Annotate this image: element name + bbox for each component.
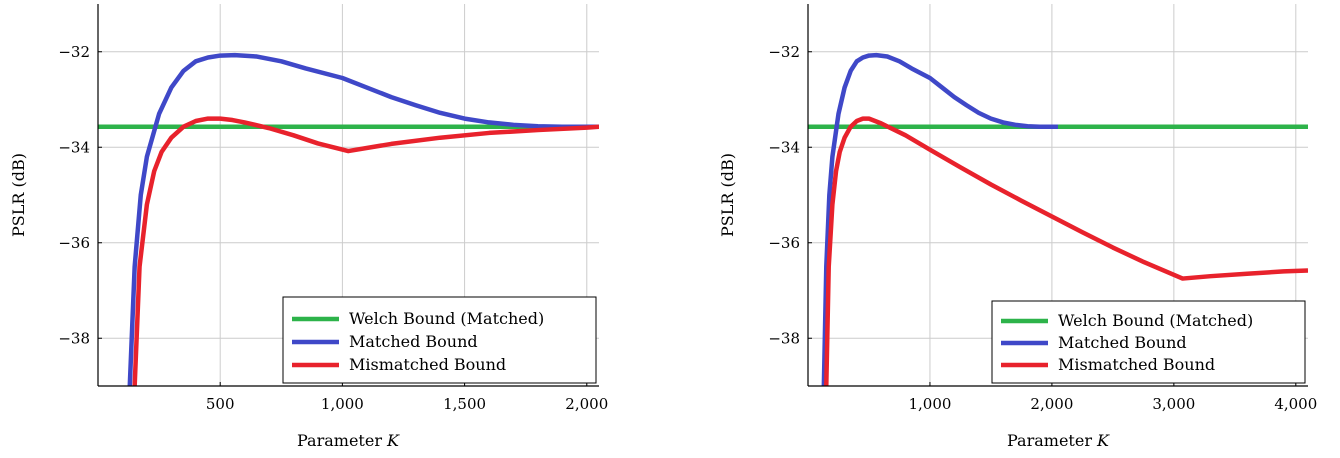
x-tick-label: 1,000 bbox=[321, 395, 364, 413]
legend-label-matched-bound: Matched Bound bbox=[349, 332, 478, 351]
x-tick-label: 3,000 bbox=[1152, 395, 1195, 413]
y-axis-label-left: PSLR (dB) bbox=[9, 153, 28, 237]
x-tick-labels-right: 1,000 2,000 3,000 4,000 bbox=[908, 395, 1317, 413]
chart-panel-right: 1,000 2,000 3,000 4,000 −32 −34 −36 −38 Parame… bbox=[718, 4, 1317, 450]
x-tick-labels-left: 500 1,000 1,500 2,000 bbox=[206, 395, 608, 413]
x-tick-label: 500 bbox=[206, 395, 235, 413]
y-tick-label: −34 bbox=[768, 138, 800, 156]
y-tick-label: −32 bbox=[768, 43, 800, 61]
legend-label-mismatched-bound: Mismatched Bound bbox=[349, 355, 506, 374]
y-tick-label: −36 bbox=[768, 234, 800, 252]
x-axis-label-left: Parameter K bbox=[297, 431, 400, 450]
x-tick-label: 1,500 bbox=[443, 395, 486, 413]
y-tick-label: −34 bbox=[58, 138, 90, 156]
series-line-matched-bound bbox=[127, 52, 599, 386]
y-tick-labels-right: −32 −34 −36 −38 bbox=[768, 43, 800, 348]
series-line-mismatched-bound bbox=[132, 116, 599, 386]
x-tick-label: 2,000 bbox=[1030, 395, 1073, 413]
x-tick-label: 1,000 bbox=[908, 395, 951, 413]
axes-frame-left bbox=[97, 4, 599, 387]
legend-label-matched-bound: Matched Bound bbox=[1058, 333, 1187, 352]
y-tick-label: −38 bbox=[768, 329, 800, 347]
series-line-mismatched-bound bbox=[824, 116, 1308, 386]
plot-area-right bbox=[808, 52, 1308, 386]
y-tick-label: −38 bbox=[58, 329, 90, 347]
legend-label-welch-bound-matched: Welch Bound (Matched) bbox=[1058, 311, 1253, 330]
plot-area-left bbox=[98, 52, 599, 386]
chart-panel-left: 500 1,000 1,500 2,000 −32 −34 −36 −38 Paramete… bbox=[9, 4, 608, 450]
legend-right: Welch Bound (Matched) Matched Bound Mismat… bbox=[991, 300, 1306, 384]
y-tick-label: −36 bbox=[58, 234, 90, 252]
legend-left: Welch Bound (Matched) Matched Bound Mismat… bbox=[282, 296, 597, 384]
series-line-matched-bound bbox=[821, 52, 1058, 386]
x-tick-label: 2,000 bbox=[565, 395, 608, 413]
y-axis-label-right: PSLR (dB) bbox=[718, 153, 737, 237]
x-tick-label: 4,000 bbox=[1274, 395, 1317, 413]
grid-right bbox=[808, 4, 1308, 386]
y-tick-label: −32 bbox=[58, 43, 90, 61]
y-tick-labels-left: −32 −34 −36 −38 bbox=[58, 43, 90, 348]
legend-label-mismatched-bound: Mismatched Bound bbox=[1058, 355, 1215, 374]
x-axis-label-right: Parameter K bbox=[1007, 431, 1110, 450]
legend-label-welch-bound-matched: Welch Bound (Matched) bbox=[349, 309, 544, 328]
axes-frame-right bbox=[807, 4, 1308, 387]
